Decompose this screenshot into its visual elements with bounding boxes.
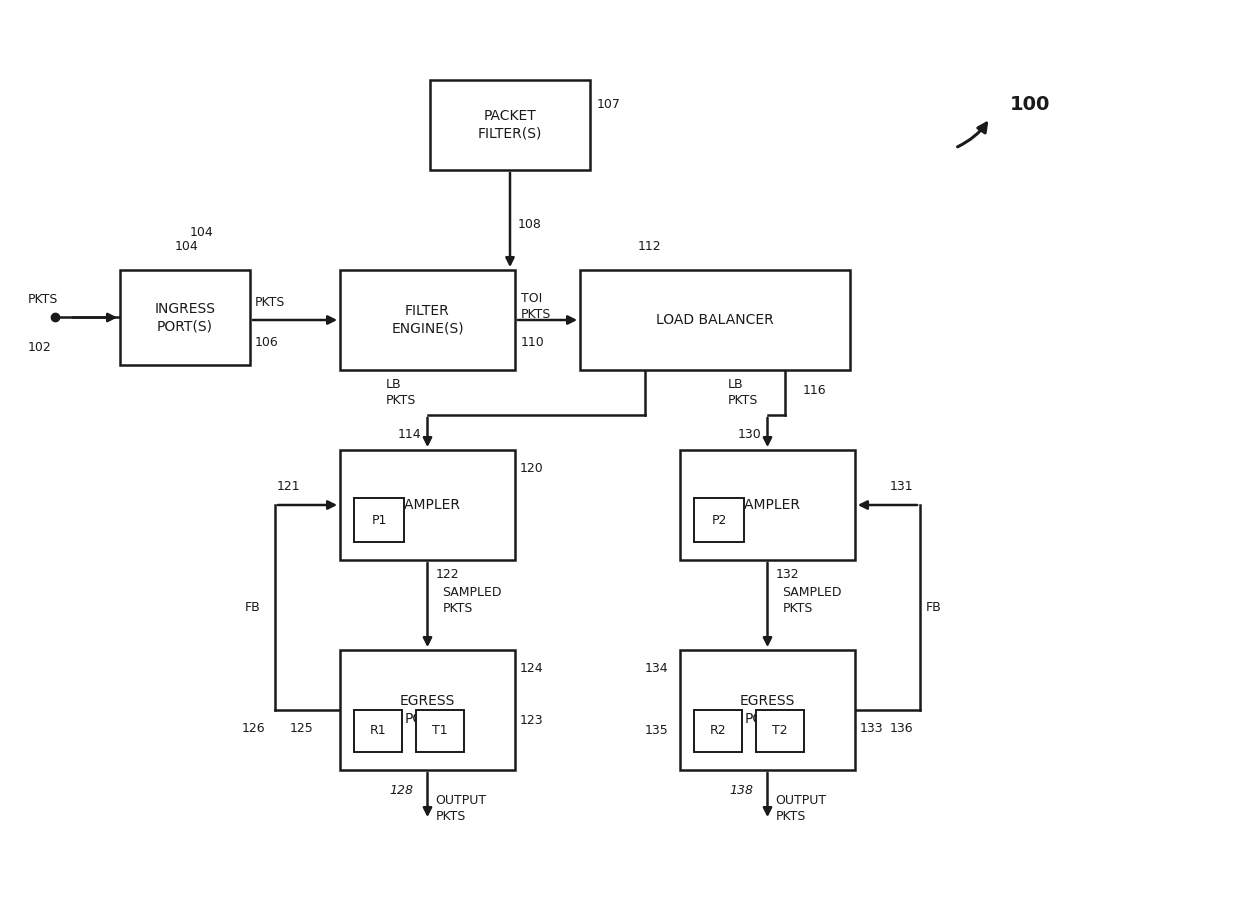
Text: R2: R2 — [709, 725, 727, 738]
Text: 128: 128 — [389, 784, 413, 797]
Text: FILTER
ENGINE(S): FILTER ENGINE(S) — [391, 304, 464, 336]
Text: 123: 123 — [520, 714, 543, 727]
Text: P2: P2 — [712, 514, 727, 527]
Text: 132: 132 — [775, 568, 799, 581]
Bar — [580, 270, 849, 370]
Text: T2: T2 — [773, 725, 787, 738]
Text: 135: 135 — [645, 724, 668, 737]
Text: 122: 122 — [435, 568, 459, 581]
Text: 120: 120 — [520, 461, 544, 474]
Text: SAMPLER: SAMPLER — [735, 498, 800, 512]
Text: 104: 104 — [175, 240, 198, 253]
Bar — [680, 650, 856, 770]
Text: P1: P1 — [371, 514, 387, 527]
Text: 102: 102 — [29, 341, 52, 354]
Bar — [353, 498, 404, 542]
Text: PKTS: PKTS — [728, 393, 758, 406]
Text: 133: 133 — [861, 721, 884, 735]
Text: LB: LB — [728, 379, 743, 391]
Text: PKTS: PKTS — [255, 296, 285, 309]
Bar — [415, 710, 464, 752]
Text: R1: R1 — [370, 725, 387, 738]
Text: 100: 100 — [1011, 96, 1050, 114]
Bar — [340, 450, 515, 560]
Bar — [120, 270, 250, 365]
Text: PKTS: PKTS — [782, 601, 813, 614]
Text: FB: FB — [246, 601, 260, 614]
Text: 112: 112 — [639, 240, 662, 253]
Bar — [340, 270, 515, 370]
Text: 121: 121 — [277, 481, 300, 494]
Text: 108: 108 — [518, 218, 542, 231]
Text: FB: FB — [926, 601, 941, 614]
Text: SAMPLER: SAMPLER — [396, 498, 460, 512]
Text: 130: 130 — [738, 428, 761, 441]
Text: 136: 136 — [890, 721, 914, 735]
Text: T1: T1 — [433, 725, 448, 738]
Text: OUTPUT: OUTPUT — [775, 794, 827, 807]
Bar — [680, 450, 856, 560]
Text: SAMPLED: SAMPLED — [443, 586, 502, 599]
Text: PKTS: PKTS — [386, 393, 415, 406]
Bar — [694, 710, 742, 752]
Text: 131: 131 — [890, 481, 914, 494]
Text: TOI: TOI — [521, 292, 542, 305]
Bar — [694, 498, 744, 542]
Text: INGRESS
PORT(S): INGRESS PORT(S) — [155, 301, 216, 333]
Text: EGRESS
PORT1: EGRESS PORT1 — [399, 694, 455, 726]
Text: LOAD BALANCER: LOAD BALANCER — [656, 313, 774, 327]
Bar — [353, 710, 402, 752]
Text: PKTS: PKTS — [29, 293, 58, 306]
Text: 104: 104 — [190, 226, 213, 239]
Text: 106: 106 — [255, 335, 279, 348]
Text: PACKET
FILTER(S): PACKET FILTER(S) — [477, 109, 542, 141]
Text: 107: 107 — [596, 99, 621, 111]
Text: 116: 116 — [802, 383, 826, 397]
Text: 134: 134 — [645, 661, 668, 674]
Bar — [430, 80, 590, 170]
Bar — [756, 710, 804, 752]
Text: 125: 125 — [290, 721, 314, 735]
Text: SAMPLED: SAMPLED — [782, 586, 842, 599]
Bar — [340, 650, 515, 770]
Text: OUTPUT: OUTPUT — [435, 794, 486, 807]
Text: 114: 114 — [398, 428, 422, 441]
Text: EGRESS
PORT2: EGRESS PORT2 — [740, 694, 795, 726]
Text: PKTS: PKTS — [443, 601, 472, 614]
Text: 138: 138 — [729, 784, 754, 797]
Text: 126: 126 — [242, 721, 265, 735]
Text: 124: 124 — [520, 661, 543, 674]
Text: PKTS: PKTS — [435, 810, 466, 822]
Text: PKTS: PKTS — [775, 810, 806, 822]
Text: LB: LB — [386, 379, 401, 391]
Text: 110: 110 — [521, 335, 544, 348]
Text: PKTS: PKTS — [521, 308, 552, 321]
